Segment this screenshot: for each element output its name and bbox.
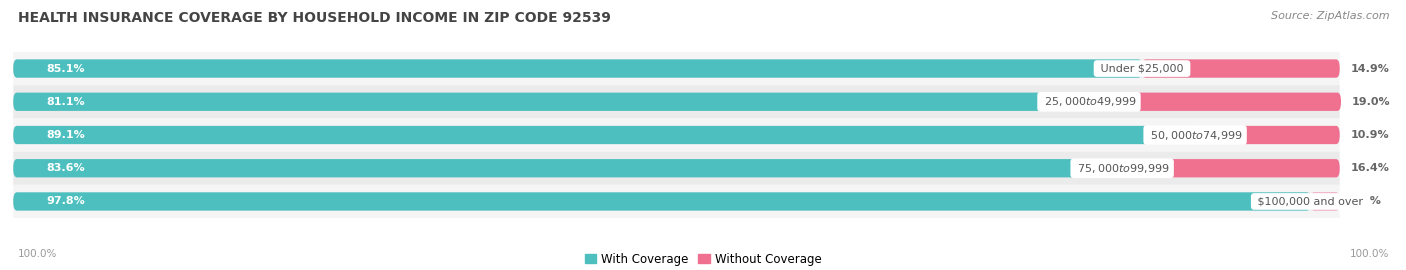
FancyBboxPatch shape	[13, 59, 1142, 78]
Text: 10.9%: 10.9%	[1350, 130, 1389, 140]
Text: $50,000 to $74,999: $50,000 to $74,999	[1147, 129, 1243, 141]
Legend: With Coverage, Without Coverage: With Coverage, Without Coverage	[579, 248, 827, 270]
FancyBboxPatch shape	[13, 192, 1340, 211]
Text: 14.9%: 14.9%	[1350, 63, 1389, 73]
Text: 2.2%: 2.2%	[1350, 197, 1381, 207]
FancyBboxPatch shape	[13, 93, 1340, 111]
Text: Source: ZipAtlas.com: Source: ZipAtlas.com	[1271, 11, 1389, 21]
FancyBboxPatch shape	[13, 52, 1340, 85]
Text: Under $25,000: Under $25,000	[1097, 63, 1187, 73]
Text: 89.1%: 89.1%	[46, 130, 86, 140]
FancyBboxPatch shape	[13, 85, 1340, 118]
Text: $100,000 and over: $100,000 and over	[1254, 197, 1367, 207]
FancyBboxPatch shape	[1142, 59, 1340, 78]
FancyBboxPatch shape	[13, 59, 1340, 78]
Text: 16.4%: 16.4%	[1350, 163, 1389, 173]
FancyBboxPatch shape	[13, 192, 1310, 211]
Text: 97.8%: 97.8%	[46, 197, 86, 207]
Text: 81.1%: 81.1%	[46, 97, 84, 107]
Text: 100.0%: 100.0%	[1350, 249, 1389, 259]
FancyBboxPatch shape	[13, 126, 1340, 144]
FancyBboxPatch shape	[13, 159, 1122, 177]
FancyBboxPatch shape	[1310, 192, 1340, 211]
FancyBboxPatch shape	[13, 118, 1340, 152]
FancyBboxPatch shape	[13, 93, 1090, 111]
FancyBboxPatch shape	[1090, 93, 1341, 111]
FancyBboxPatch shape	[1122, 159, 1340, 177]
FancyBboxPatch shape	[13, 126, 1195, 144]
Text: 19.0%: 19.0%	[1351, 97, 1391, 107]
Text: HEALTH INSURANCE COVERAGE BY HOUSEHOLD INCOME IN ZIP CODE 92539: HEALTH INSURANCE COVERAGE BY HOUSEHOLD I…	[18, 11, 612, 25]
Text: 100.0%: 100.0%	[18, 249, 58, 259]
FancyBboxPatch shape	[1195, 126, 1340, 144]
Text: $75,000 to $99,999: $75,000 to $99,999	[1074, 162, 1171, 175]
FancyBboxPatch shape	[13, 152, 1340, 185]
Text: 83.6%: 83.6%	[46, 163, 84, 173]
FancyBboxPatch shape	[13, 185, 1340, 218]
Text: $25,000 to $49,999: $25,000 to $49,999	[1040, 95, 1137, 108]
Text: 85.1%: 85.1%	[46, 63, 84, 73]
FancyBboxPatch shape	[13, 159, 1340, 177]
